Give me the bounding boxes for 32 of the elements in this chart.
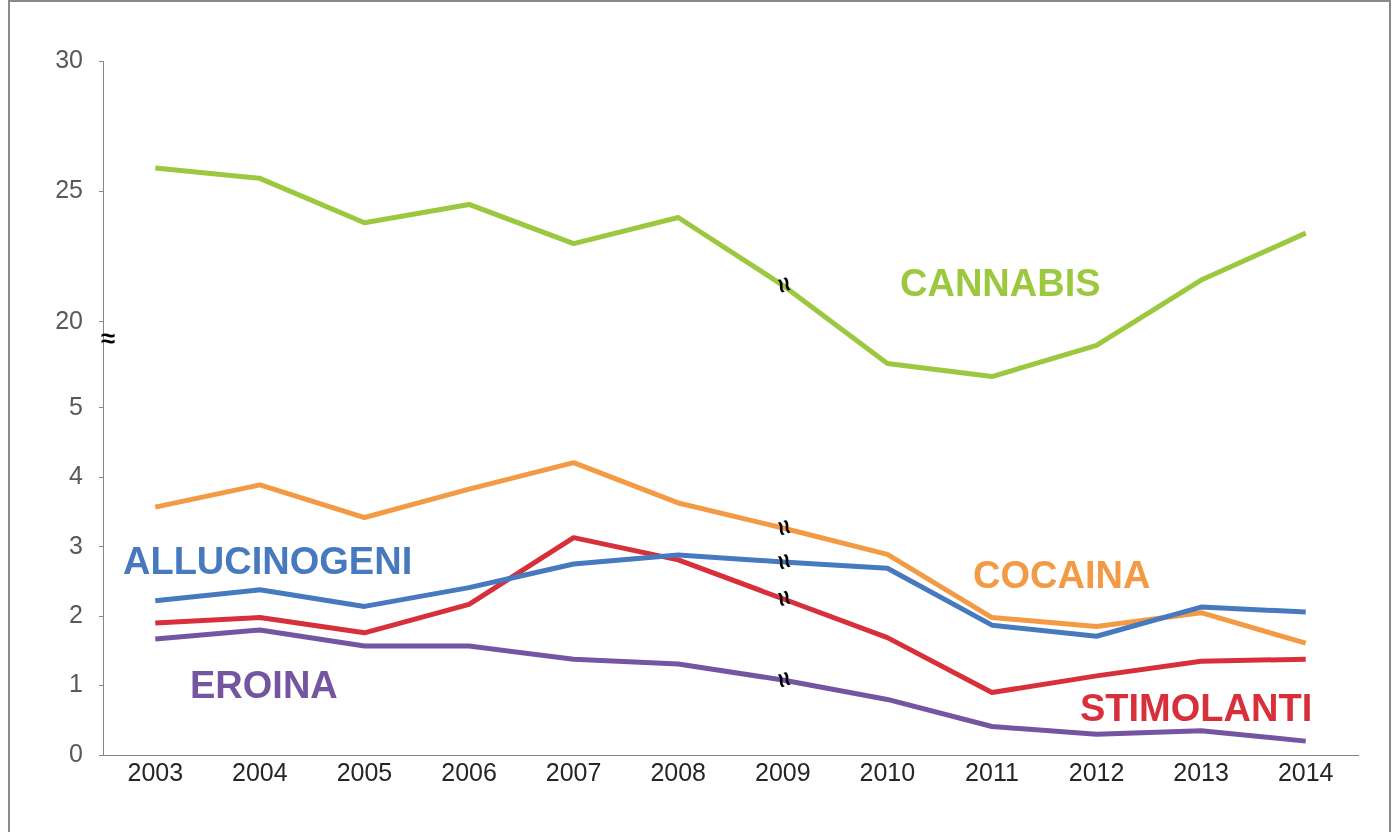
series-label: STIMOLANTI xyxy=(1080,687,1313,729)
y-tick-label: 2 xyxy=(69,600,83,629)
x-tick-label: 2007 xyxy=(545,757,602,786)
x-tick-label: 2012 xyxy=(1068,757,1125,786)
series-label: CANNABIS xyxy=(900,262,1101,304)
x-tick-label: 2009 xyxy=(754,757,811,786)
x-tick-label: 2004 xyxy=(232,757,288,786)
x-tick-label: 2005 xyxy=(336,757,393,786)
y-tick-label: 25 xyxy=(55,175,83,204)
annotation: ≈ xyxy=(768,549,801,573)
x-tick-label: 2006 xyxy=(441,757,497,786)
series-label: ALLUCINOGENI xyxy=(123,540,413,582)
series-label: EROINA xyxy=(190,664,338,706)
y-tick-label: 1 xyxy=(69,669,83,698)
y-tick-label: 30 xyxy=(55,44,83,73)
annotation: ≈ xyxy=(768,586,801,610)
y-tick-label: 3 xyxy=(69,530,83,559)
annotation: ≈ xyxy=(100,323,116,354)
x-tick-label: 2011 xyxy=(965,757,1019,786)
x-tick-label: 2003 xyxy=(127,757,184,786)
y-tick-label: 0 xyxy=(69,738,83,767)
series-label: COCAINA xyxy=(973,554,1151,596)
x-tick-label: 2010 xyxy=(859,757,916,786)
y-tick-label: 20 xyxy=(55,305,83,334)
x-tick-label: 2008 xyxy=(650,757,707,786)
annotation: ≈ xyxy=(768,273,801,297)
annotation: ≈ xyxy=(768,668,801,691)
x-tick-label: 2013 xyxy=(1173,757,1229,786)
y-tick-label: 5 xyxy=(69,391,83,420)
y-tick-label: 4 xyxy=(69,461,84,490)
annotation: ≈ xyxy=(768,515,801,539)
x-tick-label: 2014 xyxy=(1277,757,1334,786)
